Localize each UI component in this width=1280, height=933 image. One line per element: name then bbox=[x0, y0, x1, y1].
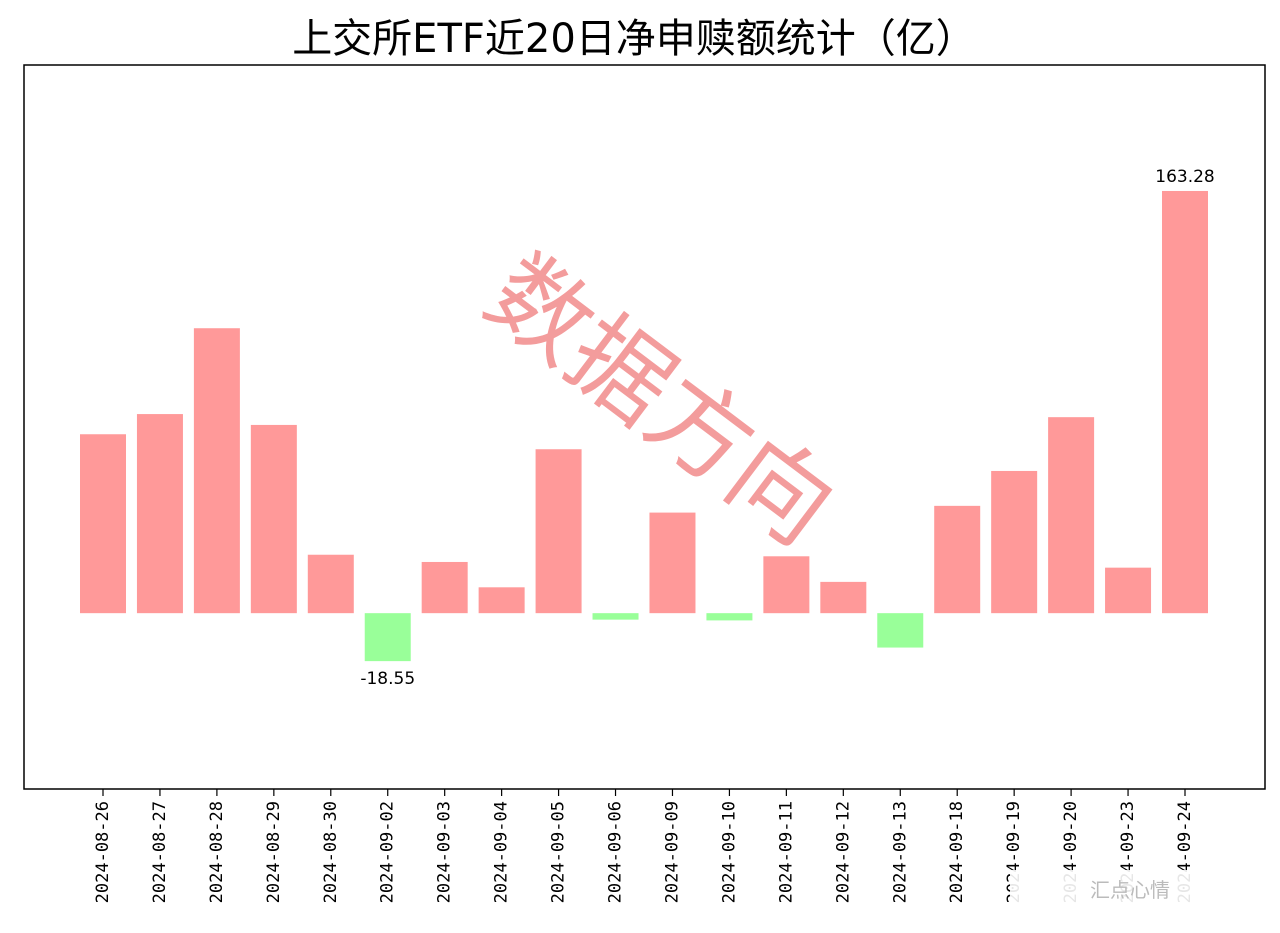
chart-title: 上交所ETF近20日净申赎额统计（亿） bbox=[292, 16, 976, 62]
x-tick-label-2024-09-12: 2024-09-12 bbox=[833, 801, 853, 903]
data-label-2024-09-24: 163.28 bbox=[1155, 167, 1214, 187]
bar-2024-08-28 bbox=[193, 328, 240, 614]
x-axis-ticks bbox=[102, 789, 1186, 796]
bar-2024-09-02 bbox=[364, 613, 411, 662]
bar-2024-09-13 bbox=[877, 613, 924, 648]
x-axis-tick-labels: 2024-08-26 2024-08-27 2024-08-28 2024-08-29… bbox=[93, 801, 1195, 903]
x-tick-label-2024-09-13: 2024-09-13 bbox=[890, 801, 910, 903]
bar-2024-09-11 bbox=[763, 556, 810, 614]
plot-frame bbox=[23, 64, 1266, 790]
bar-2024-09-03 bbox=[421, 561, 468, 614]
data-labels: -18.55 163.28 bbox=[360, 167, 1214, 689]
bar-2024-09-24 bbox=[1162, 190, 1208, 614]
bar-2024-09-12 bbox=[820, 581, 867, 614]
x-tick-label-2024-08-28: 2024-08-28 bbox=[207, 801, 227, 903]
x-tick-label-2024-09-06: 2024-09-06 bbox=[606, 801, 626, 903]
x-tick-label-2024-08-27: 2024-08-27 bbox=[150, 801, 170, 903]
x-tick-label-2024-09-10: 2024-09-10 bbox=[719, 801, 739, 903]
bar-2024-09-20 bbox=[1048, 417, 1095, 614]
bar-2024-09-04 bbox=[478, 587, 525, 614]
x-tick-label-2024-08-30: 2024-08-30 bbox=[321, 801, 341, 903]
bar-2024-08-27 bbox=[136, 414, 183, 614]
footer-overlay: 汇点心情 bbox=[1010, 870, 1250, 910]
bar-2024-08-30 bbox=[307, 554, 354, 614]
x-tick-label-2024-09-04: 2024-09-04 bbox=[492, 801, 512, 903]
x-tick-label-2024-09-05: 2024-09-05 bbox=[549, 801, 569, 903]
x-tick-label-2024-09-03: 2024-09-03 bbox=[435, 801, 455, 903]
bar-2024-09-05 bbox=[535, 449, 582, 614]
bar-2024-09-18 bbox=[934, 505, 981, 614]
footer-overlay-text: 汇点心情 bbox=[1090, 878, 1170, 902]
bar-series bbox=[80, 190, 1208, 662]
x-tick-label-2024-09-18: 2024-09-18 bbox=[947, 801, 967, 903]
x-tick-label-2024-08-29: 2024-08-29 bbox=[264, 801, 284, 903]
bar-2024-09-09 bbox=[649, 512, 696, 614]
x-tick-label-2024-09-09: 2024-09-09 bbox=[662, 801, 682, 903]
x-tick-label-2024-09-11: 2024-09-11 bbox=[776, 801, 796, 903]
bar-2024-09-06 bbox=[592, 613, 639, 620]
x-tick-label-2024-09-02: 2024-09-02 bbox=[378, 801, 398, 903]
data-label-2024-09-02: -18.55 bbox=[360, 669, 415, 689]
footer-overlay-backdrop bbox=[1010, 870, 1250, 910]
bar-2024-09-19 bbox=[991, 470, 1038, 614]
x-tick-label-2024-08-26: 2024-08-26 bbox=[93, 801, 113, 903]
bar-2024-08-29 bbox=[250, 424, 297, 614]
bar-2024-09-23 bbox=[1105, 567, 1152, 614]
bar-2024-09-10 bbox=[706, 613, 753, 621]
bar-2024-08-26 bbox=[80, 434, 126, 614]
